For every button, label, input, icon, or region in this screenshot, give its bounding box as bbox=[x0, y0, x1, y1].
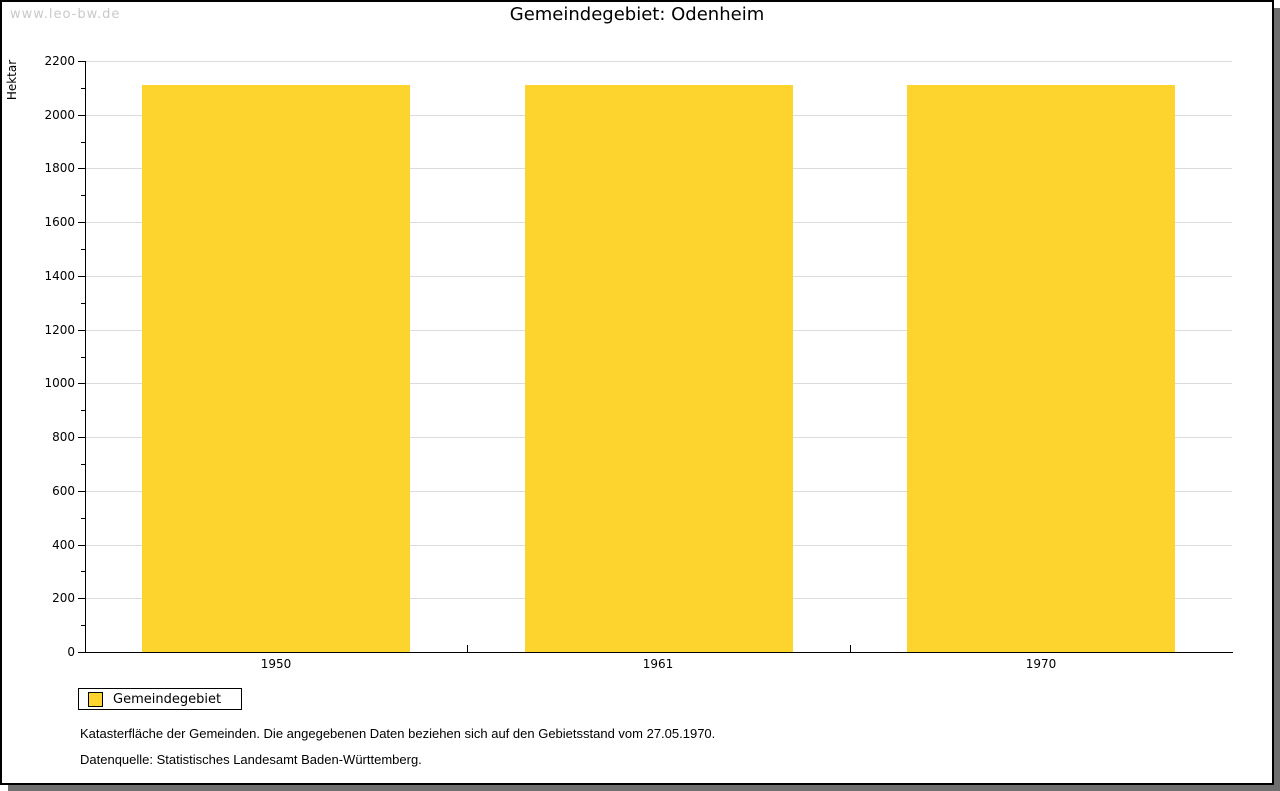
y-tick-label-1600: 1600 bbox=[44, 215, 75, 229]
y-tick-1800 bbox=[78, 168, 85, 169]
y-tick-label-2000: 2000 bbox=[44, 108, 75, 122]
y-tick-minor-1700 bbox=[81, 195, 85, 196]
category-boundary-tick-2 bbox=[850, 645, 851, 652]
watermark: www.leo-bw.de bbox=[10, 7, 121, 22]
y-tick-minor-700 bbox=[81, 464, 85, 465]
y-tick-label-400: 400 bbox=[52, 538, 75, 552]
y-tick-minor-1100 bbox=[81, 357, 85, 358]
y-tick-label-1000: 1000 bbox=[44, 376, 75, 390]
y-tick-label-200: 200 bbox=[52, 591, 75, 605]
x-label-1961: 1961 bbox=[642, 657, 674, 671]
footnote-source: Datenquelle: Statistisches Landesamt Bad… bbox=[80, 752, 422, 767]
page-title: Gemeindegebiet: Odenheim bbox=[509, 4, 765, 25]
x-label-1970: 1970 bbox=[1025, 657, 1057, 671]
legend-swatch-gemeindegebiet bbox=[88, 691, 103, 707]
y-tick-label-1800: 1800 bbox=[44, 161, 75, 175]
x-label-1950: 1950 bbox=[260, 657, 292, 671]
y-tick-minor-500 bbox=[81, 518, 85, 519]
y-tick-0 bbox=[78, 652, 85, 653]
y-tick-2200 bbox=[78, 61, 85, 62]
y-tick-1600 bbox=[78, 222, 85, 223]
y-tick-minor-900 bbox=[81, 410, 85, 411]
y-tick-600 bbox=[78, 491, 85, 492]
y-tick-label-600: 600 bbox=[52, 484, 75, 498]
frame-shadow-bottom bbox=[8, 785, 1280, 791]
bar-1970 bbox=[907, 85, 1175, 652]
y-tick-minor-1900 bbox=[81, 142, 85, 143]
y-tick-minor-2100 bbox=[81, 88, 85, 89]
bar-1950 bbox=[142, 85, 410, 652]
y-tick-minor-300 bbox=[81, 571, 85, 572]
y-tick-1000 bbox=[78, 383, 85, 384]
y-tick-label-0: 0 bbox=[67, 645, 75, 659]
category-boundary-tick-1 bbox=[467, 645, 468, 652]
y-tick-minor-1500 bbox=[81, 249, 85, 250]
legend-label: Gemeindegebiet bbox=[113, 691, 222, 707]
y-tick-400 bbox=[78, 545, 85, 546]
y-tick-label-1400: 1400 bbox=[44, 269, 75, 283]
y-tick-label-800: 800 bbox=[52, 430, 75, 444]
y-tick-200 bbox=[78, 598, 85, 599]
y-tick-800 bbox=[78, 437, 85, 438]
y-tick-1400 bbox=[78, 276, 85, 277]
y-tick-2000 bbox=[78, 115, 85, 116]
y-tick-minor-1300 bbox=[81, 303, 85, 304]
y-tick-label-1200: 1200 bbox=[44, 323, 75, 337]
gridline-2200 bbox=[86, 61, 1232, 62]
x-axis-line bbox=[85, 652, 1233, 653]
footnote-description: Katasterfläche der Gemeinden. Die angege… bbox=[80, 726, 716, 741]
y-tick-minor-100 bbox=[81, 625, 85, 626]
frame-shadow-right bbox=[1274, 8, 1280, 791]
y-tick-label-2200: 2200 bbox=[44, 54, 75, 68]
y-tick-1200 bbox=[78, 330, 85, 331]
bar-1961 bbox=[525, 85, 793, 652]
legend: Gemeindegebiet bbox=[78, 688, 243, 710]
y-axis-line bbox=[85, 61, 86, 653]
